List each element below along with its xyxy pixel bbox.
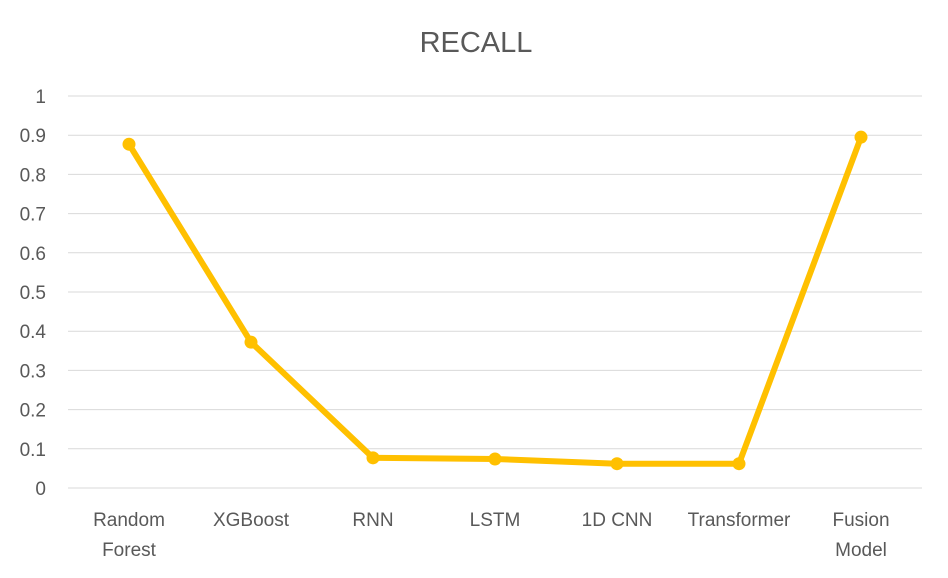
y-tick-label: 0: [35, 479, 46, 500]
gridlines: [68, 95, 922, 489]
series-recall: [122, 130, 868, 471]
x-tick-label: XGBoost: [213, 510, 290, 531]
data-point-lstm: [488, 452, 502, 466]
data-point-rnn: [366, 451, 380, 465]
y-tick-label: 0.8: [20, 165, 46, 186]
data-point-random-forest: [122, 137, 136, 151]
x-tick-label: Fusion Model: [832, 510, 889, 561]
x-tick-label: Transformer: [688, 510, 791, 531]
series-line: [126, 134, 864, 467]
y-tick-label: 0.7: [20, 205, 46, 226]
data-point-1d-cnn: [610, 457, 624, 471]
y-tick-label: 0.1: [20, 440, 46, 461]
y-tick-label: 0.2: [20, 401, 46, 422]
x-tick-label: LSTM: [470, 510, 521, 531]
y-tick-label: 0.9: [20, 126, 46, 147]
y-tick-label: 1: [35, 87, 46, 108]
y-axis-tick-labels: 0 0.1 0.2 0.3 0.4 0.5 0.6 0.7 0.8 0.9 1: [20, 87, 47, 500]
x-axis-tick-labels: Random Forest XGBoost RNN LSTM 1D CNN Transfor…: [93, 510, 889, 561]
data-point-fusion-model: [854, 130, 868, 144]
x-tick-label: RNN: [352, 510, 393, 531]
y-tick-label: 0.5: [20, 283, 46, 304]
data-point-transformer: [732, 457, 746, 471]
y-tick-label: 0.4: [20, 322, 47, 343]
y-tick-label: 0.6: [20, 244, 46, 265]
y-tick-label: 0.3: [20, 361, 46, 382]
data-point-xgboost: [244, 335, 258, 349]
x-tick-label: 1D CNN: [582, 510, 653, 531]
x-tick-label: Random Forest: [93, 510, 165, 561]
chart-title: RECALL: [420, 27, 533, 59]
